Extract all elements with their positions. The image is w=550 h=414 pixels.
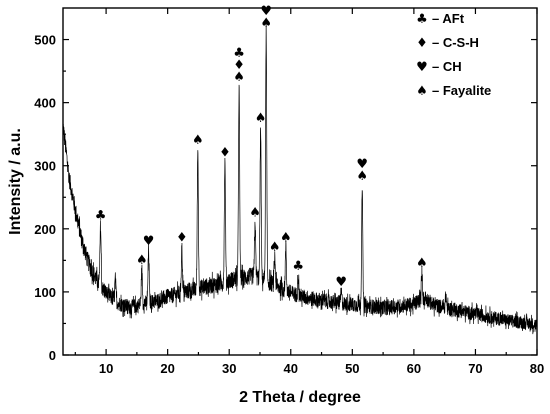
peak-marker: ♠ [280,231,292,246]
peak-marker: ♥ [260,4,272,19]
legend-spade-icon: ♠ [416,84,428,99]
legend-label: – C-S-H [432,35,479,50]
axes: 10 20 30 40 50 60 70 80 0 100 200 300 400 500 [34,7,544,376]
peak-marker: ♠ [192,133,204,148]
y-tick-label: 500 [34,33,56,48]
peak-marker: ♠ [269,240,281,255]
peak-marker: ♠ [233,70,245,85]
x-tick-label: 80 [530,361,544,376]
peak-marker: ♠ [356,169,368,184]
x-tick-label: 10 [99,361,113,376]
spectrum-series [63,21,537,335]
y-tick-label: 100 [34,285,56,300]
y-tick-label: 400 [34,96,56,111]
plot-frame [62,7,538,356]
legend-label: – Fayalite [432,83,491,98]
peak-marker: ♠ [249,206,261,221]
legend-heart-icon: ♥ [416,60,428,75]
peak-marker: ♣ [95,209,107,224]
legend: ♣ – AFt ♦ – C-S-H ♥ – CH ♠ – Fayalite [416,11,491,99]
x-tick-label: 70 [468,361,482,376]
x-tick-label: 30 [222,361,236,376]
legend-label: – AFt [432,11,465,26]
y-tick-label: 0 [49,348,56,363]
peak-marker: ♠ [416,256,428,271]
peak-marker: ♠ [255,111,267,126]
x-tick-label: 40 [284,361,298,376]
peak-marker: ♥ [143,234,155,249]
peak-marker: ♦ [233,58,245,73]
y-tick-label: 300 [34,159,56,174]
x-tick-label: 20 [160,361,174,376]
x-tick-label: 60 [407,361,421,376]
y-axis-title: Intensity / a.u. [7,128,24,235]
peak-marker: ♠ [136,253,148,268]
spectrum-line [63,21,537,335]
peak-marker: ♥ [356,157,368,172]
peak-annotations: ♣♠♥ ♦♠♦♣♦♠♠♠♥♠♠♠♣♥♥♠♠ [95,4,428,290]
peak-marker: ♣ [292,259,304,274]
legend-club-icon: ♣ [416,12,428,27]
legend-diamond-icon: ♦ [416,36,428,51]
x-tick-label: 50 [345,361,359,376]
peak-marker: ♥ [335,275,347,290]
peak-marker: ♦ [176,231,188,246]
peak-marker: ♦ [219,146,231,161]
peak-marker: ♣ [233,46,245,61]
x-axis-title: 2 Theta / degree [239,389,361,406]
peak-marker: ♠ [260,16,272,31]
legend-label: – CH [432,59,462,74]
y-tick-label: 200 [34,222,56,237]
